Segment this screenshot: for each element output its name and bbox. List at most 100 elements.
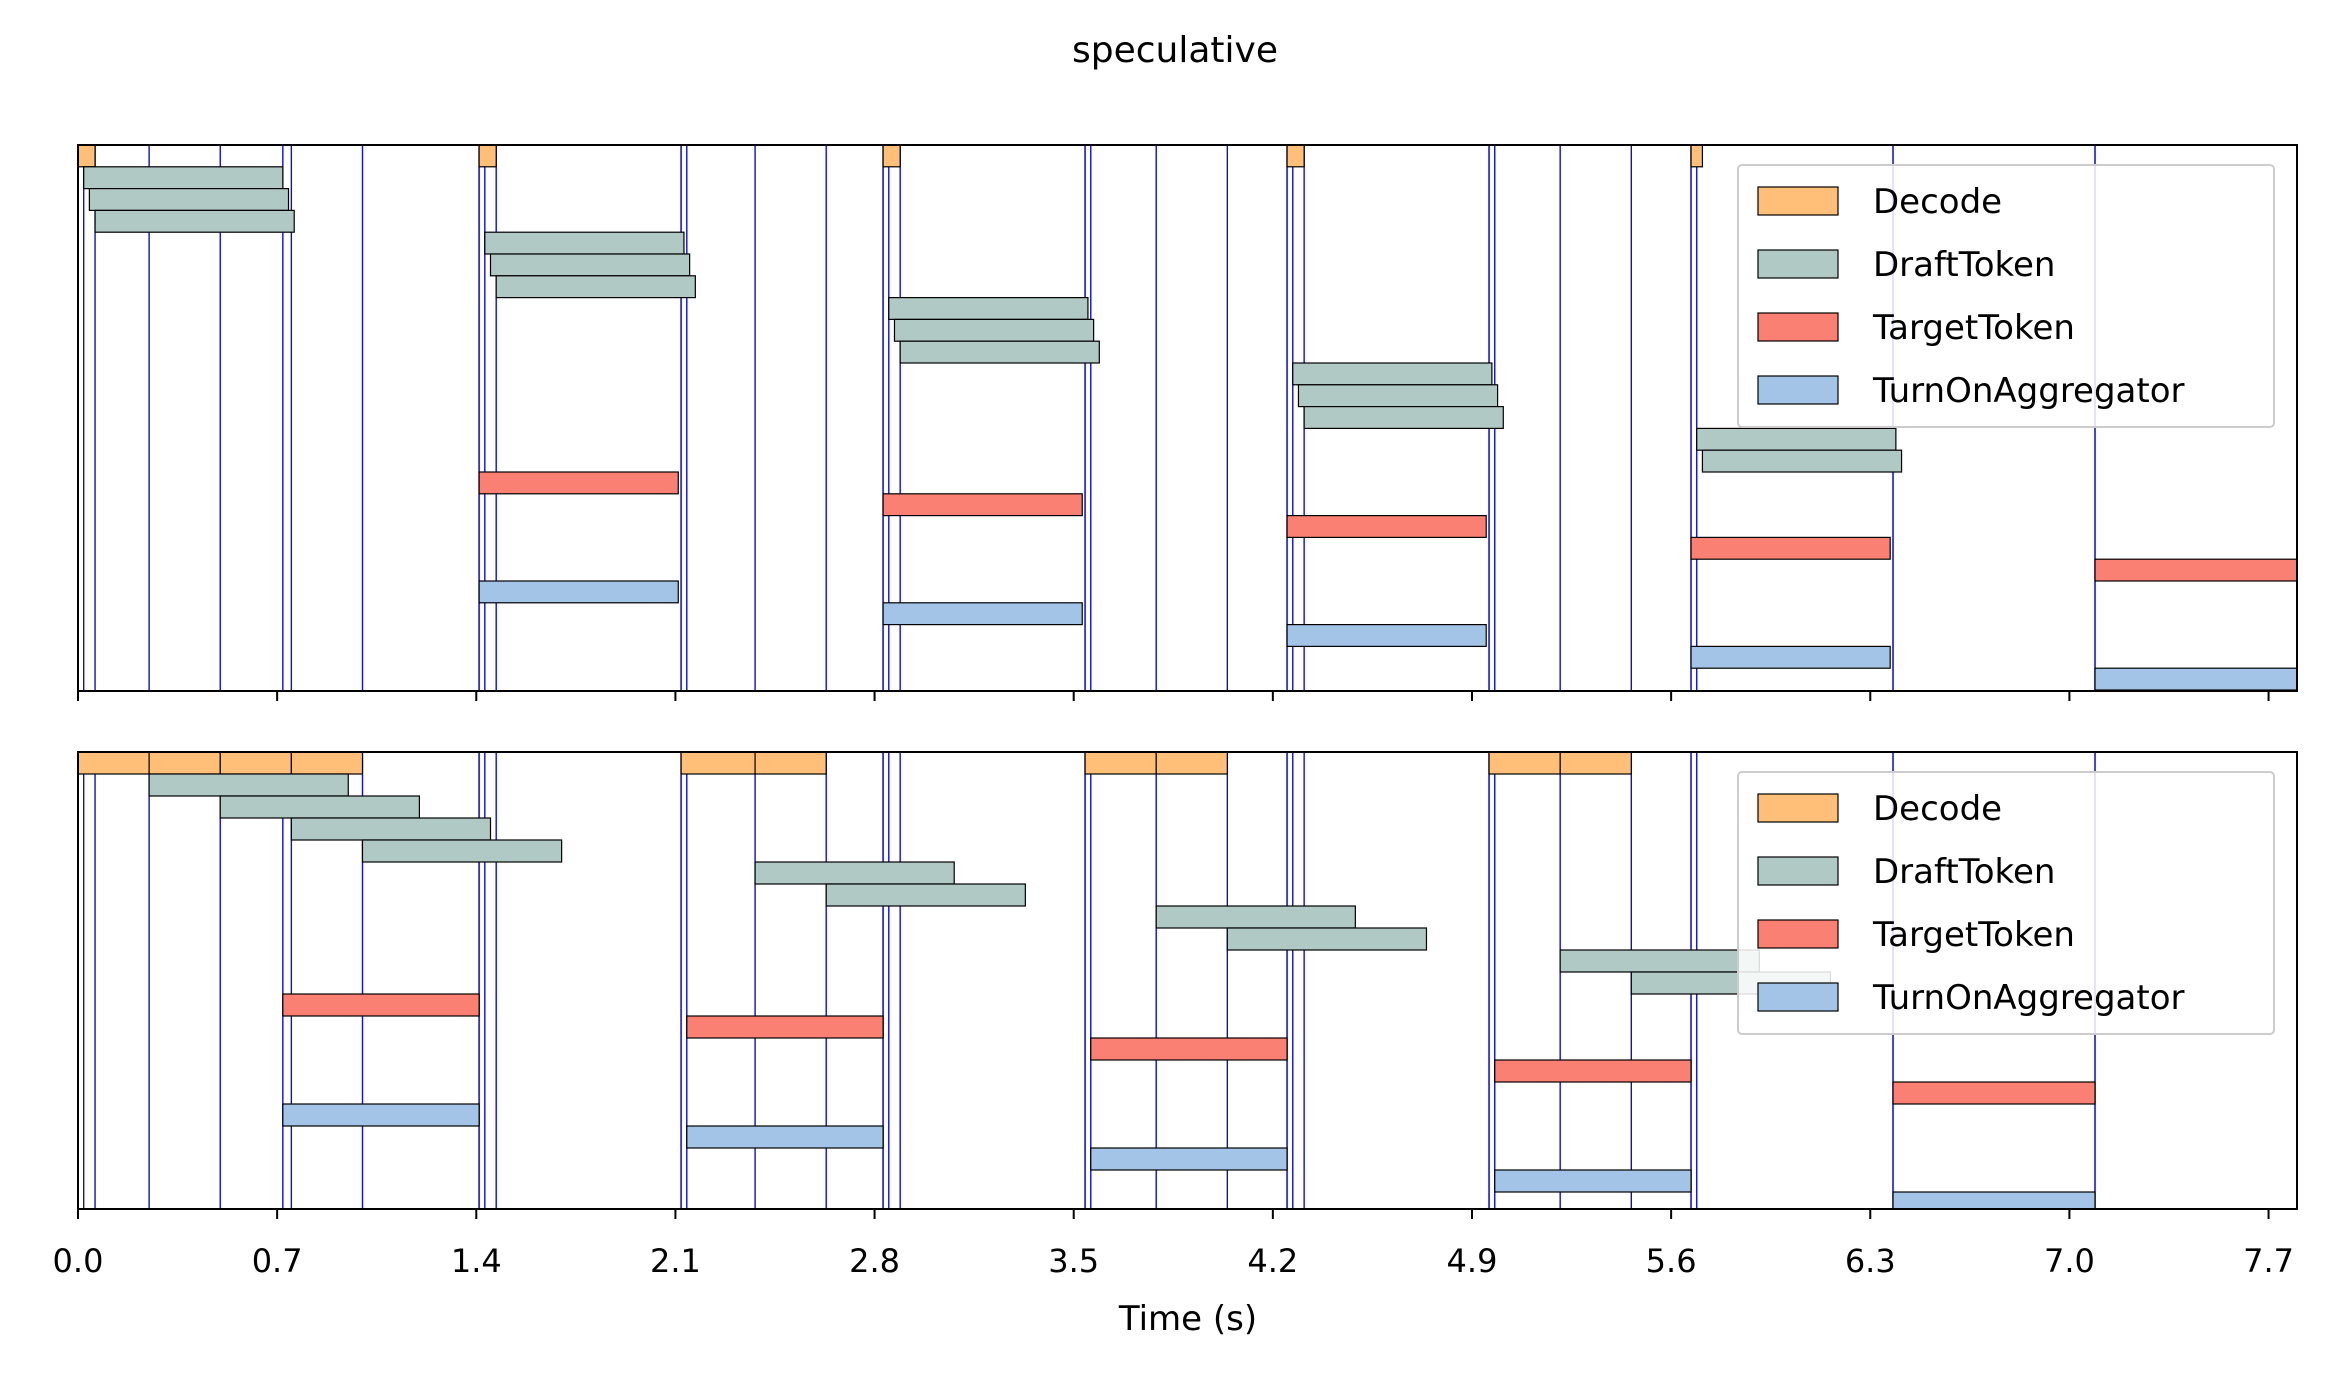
- legend-label-targettoken: TargetToken: [1872, 308, 2075, 348]
- bar-drafttoken: [1226, 927, 1428, 951]
- plot-area: [78, 145, 2297, 691]
- legend-label-decode: Decode: [1873, 182, 2002, 222]
- legend-label-decode: Decode: [1873, 789, 2002, 829]
- bar-targettoken: [1892, 1081, 2096, 1105]
- bar-decode: [1690, 145, 1704, 168]
- legend: Decode DraftToken TargetToken TurnOnAggrega…: [1737, 771, 2275, 1035]
- bar-drafttoken: [484, 231, 685, 255]
- legend-label-targettoken: TargetToken: [1872, 915, 2075, 955]
- bar-decode: [78, 752, 150, 775]
- bar-drafttoken: [1701, 449, 1903, 473]
- legend-swatch-decode: [1757, 793, 1839, 823]
- bar-decode: [1286, 145, 1305, 168]
- panel-1: Decode DraftToken TargetToken TurnOnAggrega…: [77, 144, 2298, 701]
- bar-drafttoken: [825, 883, 1026, 907]
- bar-targettoken: [282, 993, 480, 1017]
- bar-targettoken: [478, 471, 679, 495]
- legend-swatch-targettoken: [1757, 312, 1839, 342]
- x-tick-label: 6.3: [1845, 1242, 1896, 1280]
- bar-drafttoken: [1292, 362, 1493, 386]
- bar-drafttoken: [290, 817, 492, 841]
- legend: Decode DraftToken TargetToken TurnOnAggrega…: [1737, 164, 2275, 428]
- legend-label-drafttoken: DraftToken: [1873, 852, 2055, 892]
- legend-swatch-turnonaggregator: [1757, 982, 1839, 1012]
- bar-decode: [148, 752, 221, 775]
- bar-drafttoken: [219, 795, 420, 819]
- x-tick-label: 4.9: [1447, 1242, 1498, 1280]
- bar-decode: [882, 145, 901, 168]
- legend-swatch-drafttoken: [1757, 249, 1839, 279]
- x-tick-label: 2.1: [650, 1242, 701, 1280]
- bar-targettoken: [882, 493, 1083, 517]
- bar-drafttoken: [899, 340, 1100, 364]
- legend-label-turnonaggregator: TurnOnAggregator: [1872, 371, 2185, 411]
- legend-swatch-decode: [1757, 186, 1839, 216]
- bar-targettoken: [686, 1015, 884, 1039]
- bar-decode: [1084, 752, 1157, 775]
- bar-decode: [78, 145, 96, 168]
- bar-decode: [219, 752, 292, 775]
- bar-targettoken: [1494, 1059, 1692, 1083]
- bar-drafttoken: [489, 253, 691, 277]
- bar-turnonaggregator: [478, 580, 679, 604]
- bar-drafttoken: [1297, 384, 1499, 408]
- legend-swatch-turnonaggregator: [1757, 375, 1839, 405]
- bar-turnonaggregator: [2094, 667, 2297, 691]
- x-tick-label: 7.0: [2044, 1242, 2095, 1280]
- bar-targettoken: [1286, 514, 1487, 538]
- panel-2: Decode DraftToken TargetToken TurnOnAggrega…: [77, 751, 2298, 1219]
- x-tick-label: 4.2: [1247, 1242, 1298, 1280]
- x-tick-label: 2.8: [849, 1242, 900, 1280]
- bar-drafttoken: [88, 188, 290, 212]
- bar-turnonaggregator: [282, 1103, 480, 1127]
- bar-targettoken: [2094, 558, 2297, 582]
- legend-label-turnonaggregator: TurnOnAggregator: [1872, 978, 2185, 1018]
- bar-decode: [1488, 752, 1561, 775]
- bar-turnonaggregator: [1286, 623, 1487, 647]
- bar-drafttoken: [148, 773, 349, 797]
- x-tick-label: 5.6: [1646, 1242, 1697, 1280]
- bar-decode: [754, 752, 827, 775]
- bar-drafttoken: [1559, 949, 1760, 973]
- bar-turnonaggregator: [1690, 645, 1891, 669]
- x-axis-label: Time (s): [1118, 1299, 1257, 1339]
- panel-frame: [77, 144, 2298, 692]
- chart-title: speculative: [1072, 30, 1278, 71]
- bar-drafttoken: [495, 275, 696, 299]
- x-axis-ticks: 0.0 0.7 1.4 2.1 2.8 3.5 4.2 4.9 5.6 6.3 7.0 7.7: [53, 1242, 2294, 1280]
- legend-box: [1737, 771, 2275, 1035]
- bar-drafttoken: [1155, 905, 1356, 929]
- bar-decode: [478, 145, 497, 168]
- bar-decode: [680, 752, 756, 775]
- legend-swatch-targettoken: [1757, 919, 1839, 949]
- bar-turnonaggregator: [1090, 1147, 1288, 1171]
- bar-drafttoken: [888, 297, 1089, 321]
- legend-swatch-drafttoken: [1757, 856, 1839, 886]
- panels: Decode DraftToken TargetToken TurnOnAggrega…: [77, 144, 2298, 1219]
- bar-turnonaggregator: [686, 1125, 884, 1149]
- bar-drafttoken: [1696, 427, 1897, 451]
- bar-decode: [1559, 752, 1632, 775]
- x-tick-label: 7.7: [2243, 1242, 2294, 1280]
- bar-drafttoken: [361, 839, 563, 863]
- bar-turnonaggregator: [882, 602, 1083, 626]
- bar-targettoken: [1690, 536, 1891, 560]
- panel-frame: [77, 751, 2298, 1210]
- bar-drafttoken: [893, 318, 1095, 342]
- bar-turnonaggregator: [1494, 1169, 1692, 1193]
- legend-box: [1737, 164, 2275, 428]
- bar-drafttoken: [1303, 406, 1504, 430]
- bar-decode: [290, 752, 364, 775]
- x-tick-label: 0.0: [53, 1242, 104, 1280]
- legend-label-drafttoken: DraftToken: [1873, 245, 2055, 285]
- bar-drafttoken: [83, 166, 284, 190]
- bar-drafttoken: [754, 861, 955, 885]
- x-tick-label: 0.7: [252, 1242, 303, 1280]
- bar-turnonaggregator: [1892, 1191, 2096, 1209]
- x-tick-label: 1.4: [451, 1242, 502, 1280]
- bar-drafttoken: [94, 209, 295, 233]
- bar-decode: [1155, 752, 1228, 775]
- bar-targettoken: [1090, 1037, 1288, 1061]
- x-tick-label: 3.5: [1048, 1242, 1099, 1280]
